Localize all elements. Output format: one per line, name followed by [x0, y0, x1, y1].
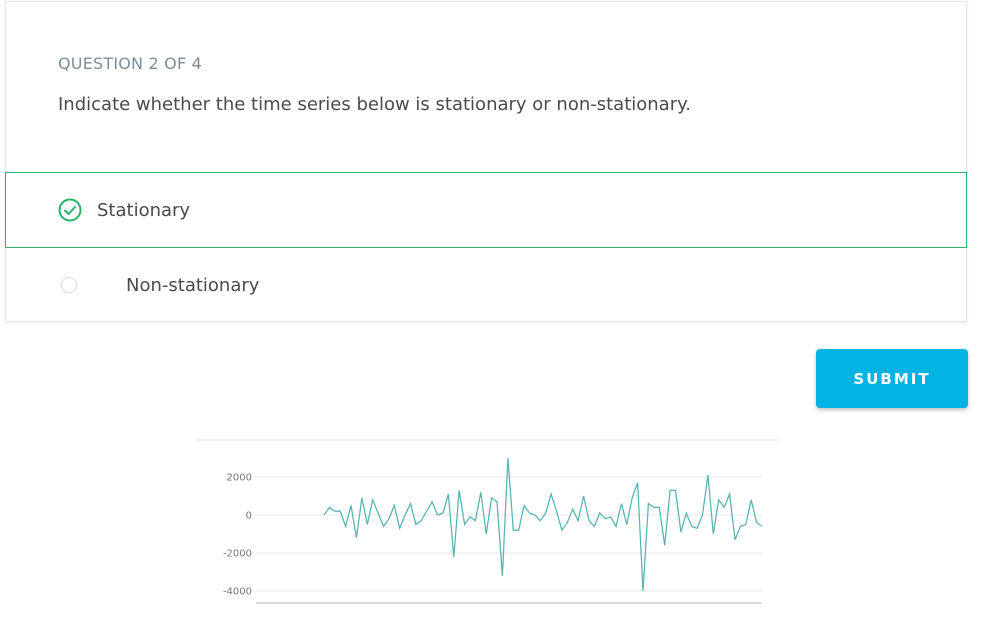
option-stationary[interactable]: Stationary — [5, 172, 967, 248]
chart-svg: 2000 0 -2000 -4000 — [196, 439, 778, 604]
y-tick-label: 0 — [246, 511, 252, 522]
y-tick-label: 2000 — [227, 473, 252, 484]
question-text: Indicate whether the time series below i… — [58, 94, 691, 115]
option-non-stationary[interactable]: Non-stationary — [6, 248, 966, 322]
option-label-non-stationary: Non-stationary — [126, 274, 260, 296]
question-card: QUESTION 2 OF 4 Indicate whether the tim… — [5, 1, 967, 322]
series-line — [323, 457, 763, 592]
y-tick-label: -2000 — [223, 549, 252, 560]
radio-empty-icon[interactable] — [61, 277, 77, 293]
question-counter: QUESTION 2 OF 4 — [58, 54, 203, 73]
time-series-chart: 2000 0 -2000 -4000 — [196, 436, 778, 616]
submit-button[interactable]: SUBMIT — [816, 349, 968, 408]
y-tick-label: -4000 — [223, 587, 252, 598]
check-circle-icon — [58, 198, 82, 222]
option-label-stationary: Stationary — [97, 199, 191, 221]
